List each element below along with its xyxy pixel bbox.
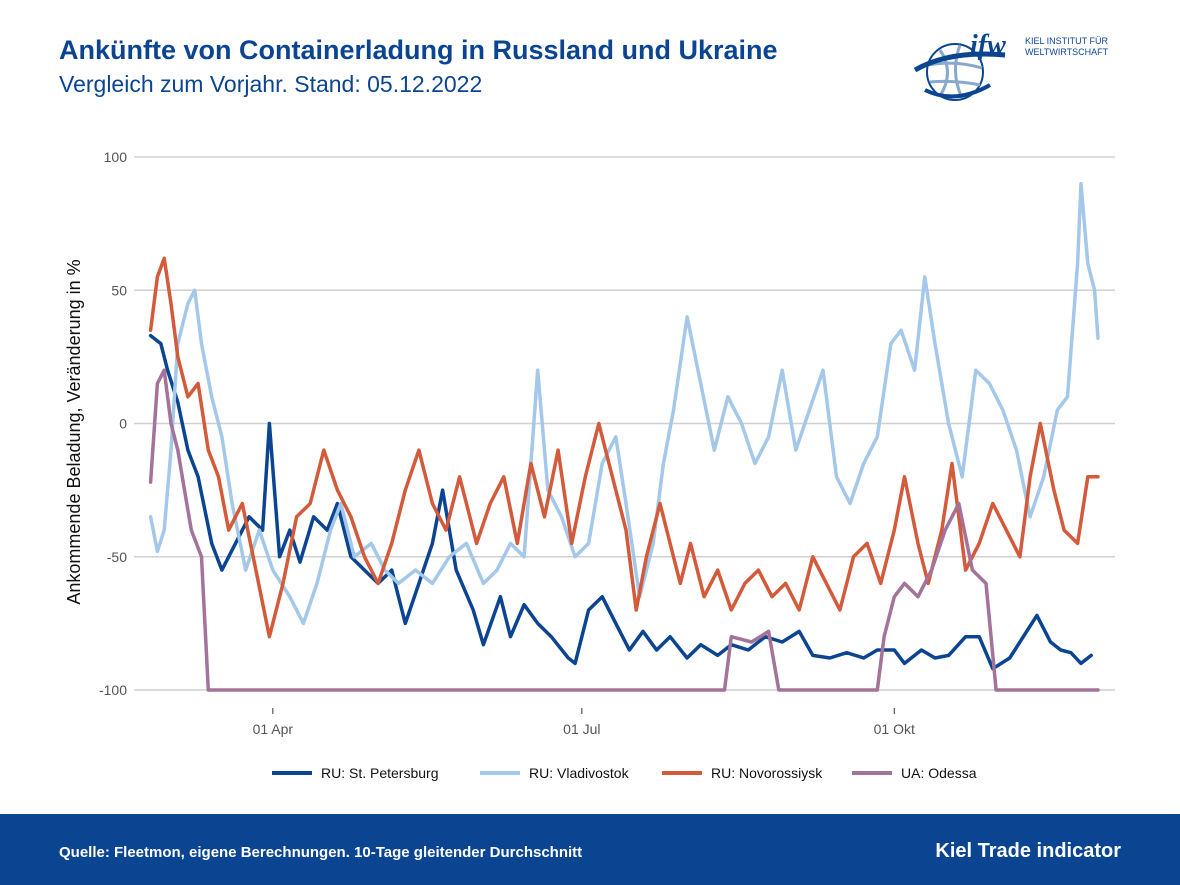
line-chart: -100 -50 0 50 100 01 Apr 01 Jul 01 Okt Ankomme… xyxy=(64,149,1115,781)
y-tick-label: -50 xyxy=(107,549,127,565)
y-axis: -100 -50 0 50 100 xyxy=(99,149,127,698)
x-tick-label: 01 Jul xyxy=(563,721,600,737)
series-line-1 xyxy=(148,181,1100,626)
y-axis-label: Ankommende Beladung, Veränderung in % xyxy=(64,259,84,604)
logo-line1: KIEL INSTITUT FÜR xyxy=(1025,36,1109,46)
y-tick-label: 50 xyxy=(111,282,127,298)
x-axis: 01 Apr 01 Jul 01 Okt xyxy=(253,708,915,737)
legend-label: RU: Novorossiysk xyxy=(711,765,823,781)
logo-mark: ifw xyxy=(970,30,1006,61)
legend: RU: St. Petersburg RU: Vladivostok RU: Nov… xyxy=(272,765,977,781)
page-subtitle: Vergleich zum Vorjahr. Stand: 05.12.2022 xyxy=(59,71,483,97)
legend-label: RU: St. Petersburg xyxy=(321,765,439,781)
series-line-3 xyxy=(148,368,1100,692)
footer-source: Quelle: Fleetmon, eigene Berechnungen. 1… xyxy=(59,844,583,861)
footer-brand: Kiel Trade indicator xyxy=(935,840,1121,862)
globe-icon xyxy=(913,43,1006,101)
y-tick-label: 0 xyxy=(119,416,127,432)
y-tick-label: 100 xyxy=(104,149,128,165)
series-line-2 xyxy=(148,256,1100,639)
ifw-logo: ifw KIEL INSTITUT FÜR WELTWIRTSCHAFT xyxy=(913,30,1109,101)
x-tick-label: 01 Okt xyxy=(874,721,915,737)
series xyxy=(148,181,1100,692)
legend-label: UA: Odessa xyxy=(901,765,977,781)
page-title: Ankünfte von Containerladung in Russland… xyxy=(59,35,778,65)
series-line-0 xyxy=(148,333,1093,671)
x-tick-label: 01 Apr xyxy=(253,721,294,737)
footer: Quelle: Fleetmon, eigene Berechnungen. 1… xyxy=(0,814,1180,885)
logo-line2: WELTWIRTSCHAFT xyxy=(1025,47,1109,57)
y-tick-label: -100 xyxy=(99,682,127,698)
legend-label: RU: Vladivostok xyxy=(529,765,630,781)
